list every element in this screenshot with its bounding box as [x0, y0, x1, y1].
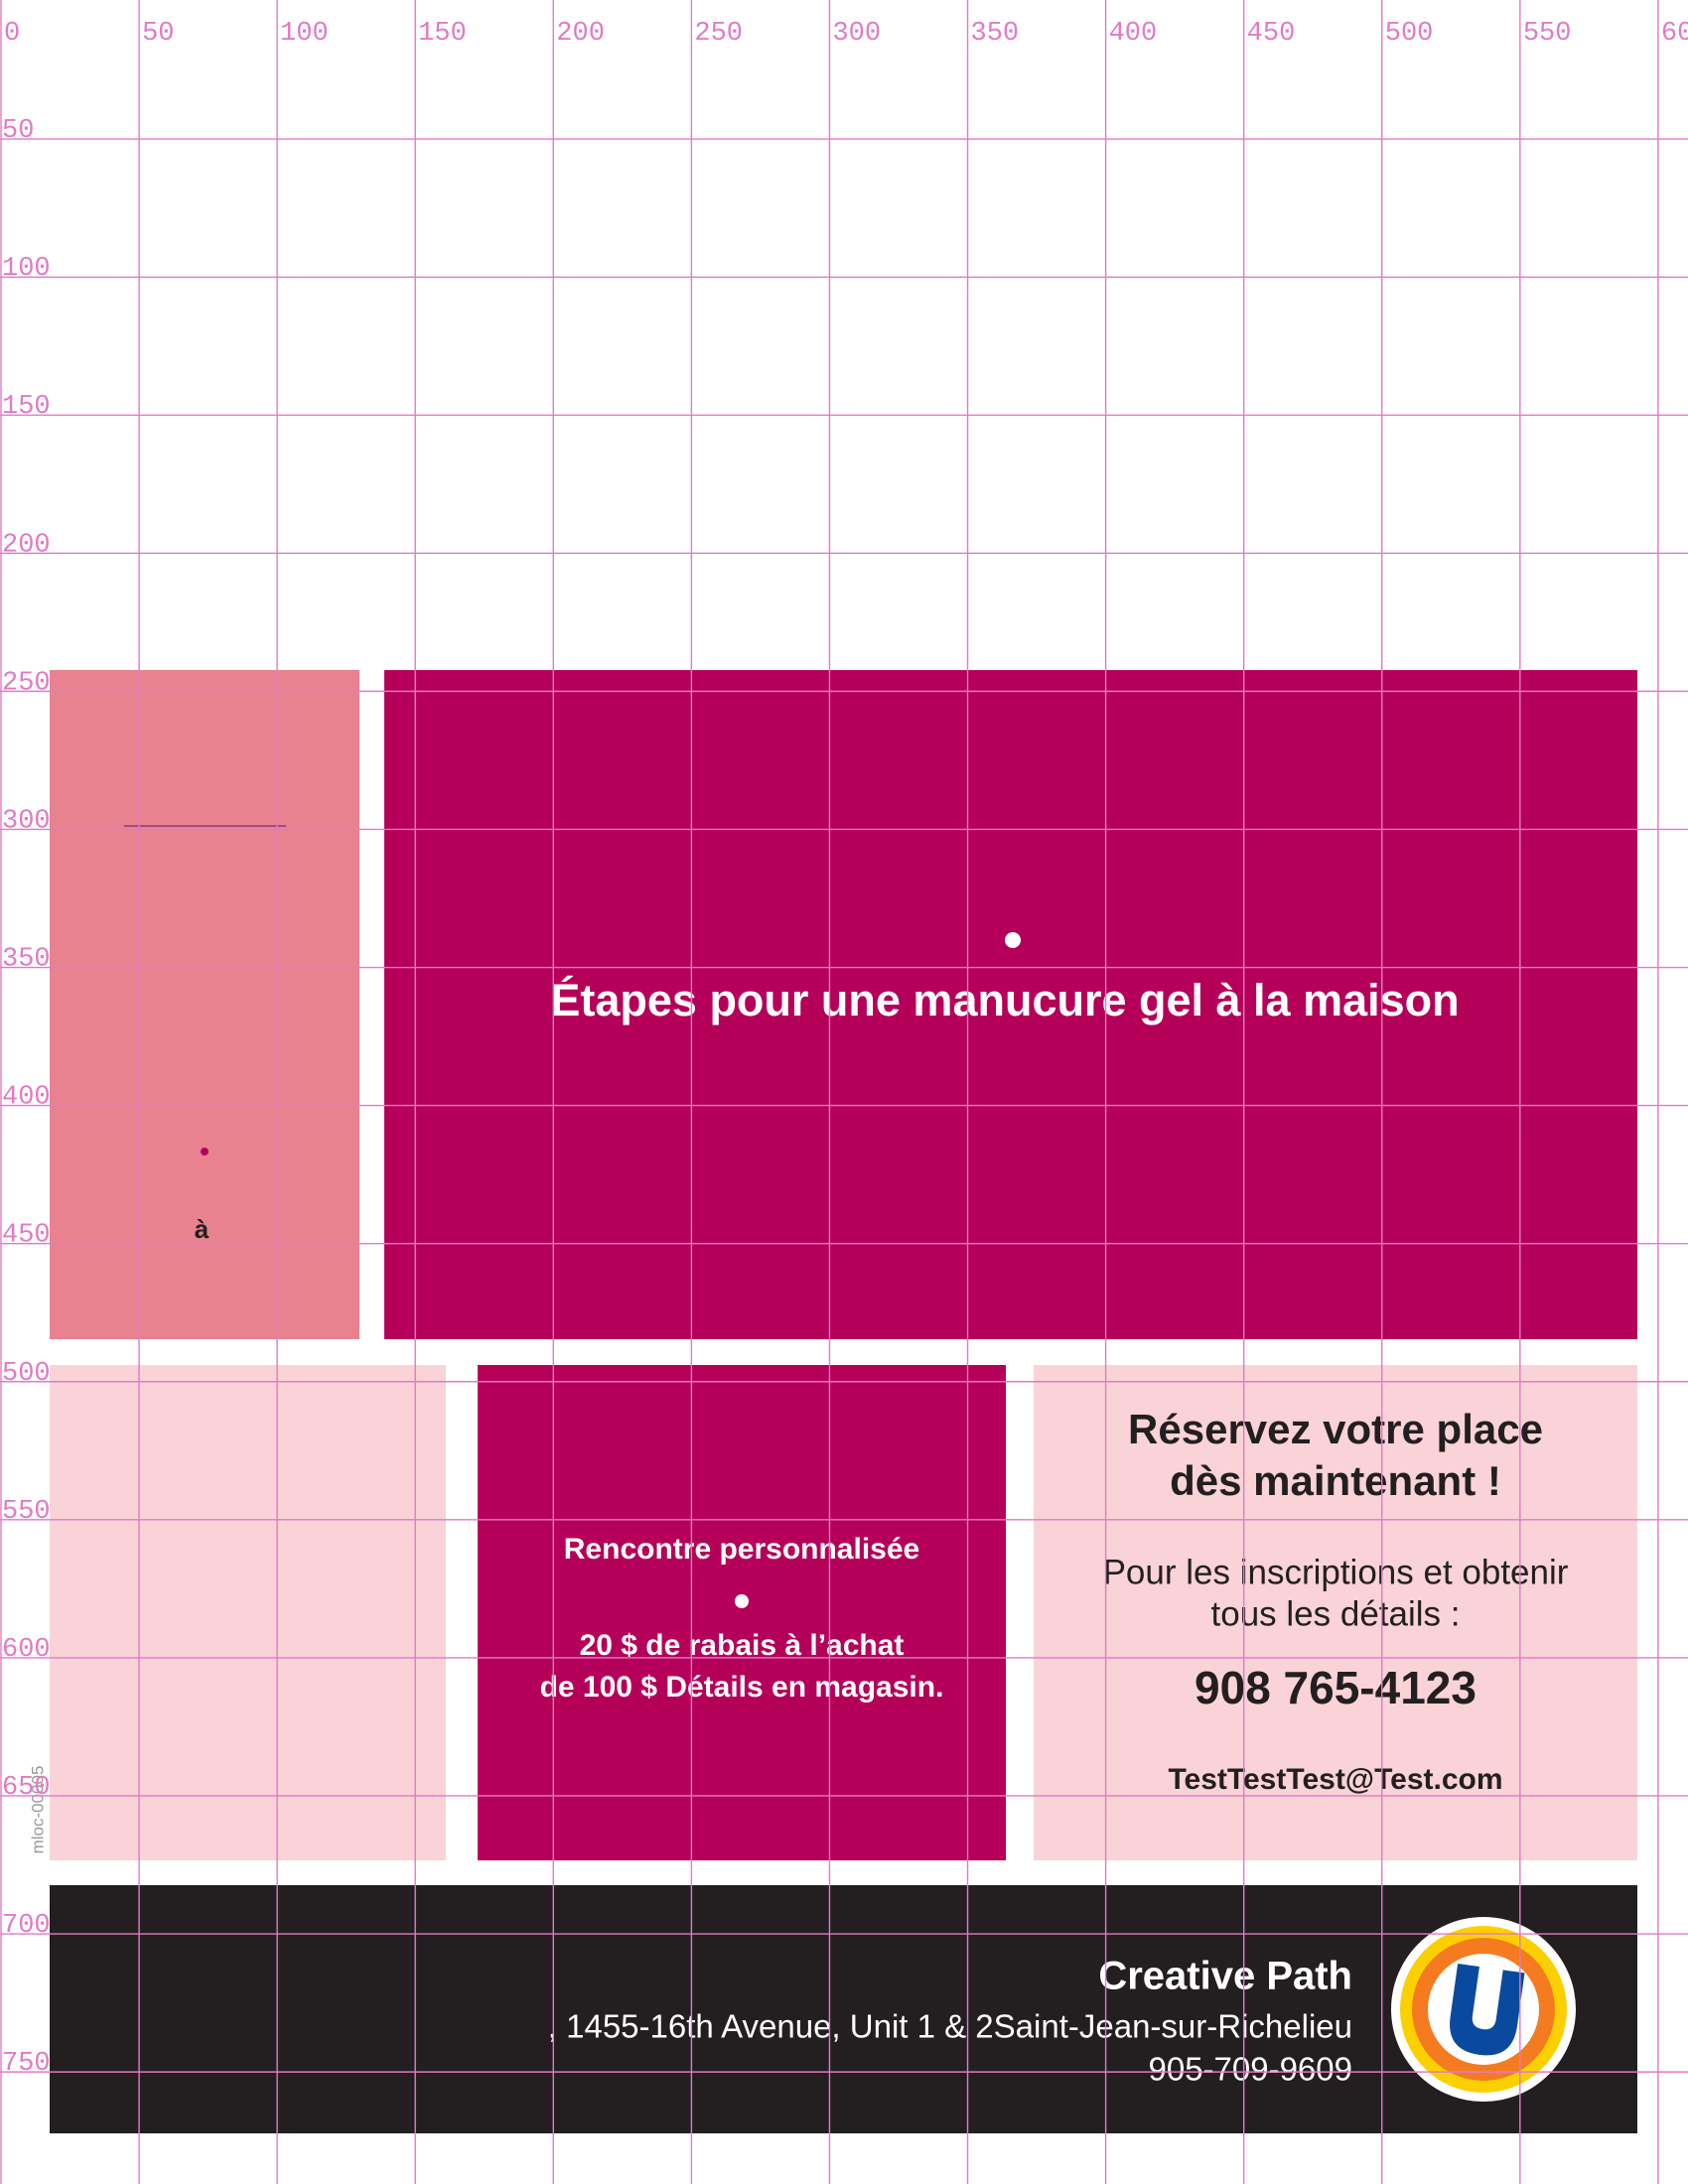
grid-label: 550 — [1523, 19, 1572, 49]
grid-label: 600 — [1661, 19, 1688, 49]
grid-label: 200 — [2, 530, 51, 560]
store-name: Creative Path — [1098, 1955, 1352, 1998]
booking-panel — [1034, 1365, 1637, 1860]
grid-label: 50 — [2, 116, 34, 146]
grid-label: 300 — [2, 806, 51, 836]
document-code: mloc-00005 — [28, 1766, 47, 1854]
booking-phone: 908 765-4123 — [1195, 1662, 1477, 1713]
offer-panel — [478, 1365, 1006, 1860]
store-address: , 1455-16th Avenue, Unit 1 & 2Saint-Jean… — [548, 2008, 1352, 2045]
booking-email: TestTestTest@Test.com — [1168, 1763, 1502, 1796]
grid-label: 400 — [1109, 19, 1158, 49]
footer — [50, 1885, 1637, 2133]
grid-label: 550 — [2, 1497, 51, 1527]
offer-line: 20 $ de rabais à l’achat — [580, 1629, 905, 1662]
grid-label: 250 — [2, 668, 51, 698]
grid-label: 0 — [4, 19, 20, 49]
booking-info: tous les détails : — [1211, 1594, 1461, 1633]
booking-info: Pour les inscriptions et obtenir — [1103, 1553, 1569, 1591]
side-panel — [50, 670, 359, 1339]
grid-label: 450 — [1247, 19, 1296, 49]
grid-label: 150 — [2, 392, 51, 422]
image-placeholder — [50, 1365, 446, 1860]
hero-dot — [1005, 932, 1021, 948]
grid-label: 400 — [2, 1083, 51, 1113]
hero-title: Étapes pour une manucure gel à la maison — [550, 975, 1459, 1025]
grid-label: 300 — [832, 19, 881, 49]
grid-label: 350 — [971, 19, 1020, 49]
booking-heading: Réservez votre place — [1128, 1406, 1543, 1452]
logo — [1391, 1917, 1576, 2102]
grid-label: 100 — [280, 19, 329, 49]
hero-panel — [384, 670, 1637, 1339]
grid-label: 450 — [2, 1221, 51, 1251]
booking-heading: dès maintenant ! — [1170, 1457, 1501, 1504]
offer-dot — [735, 1594, 749, 1608]
side-dot — [201, 1148, 209, 1156]
grid-label: 350 — [2, 945, 51, 975]
grid-label: 700 — [2, 1911, 51, 1941]
offer-line: de 100 $ Détails en magasin. — [540, 1671, 944, 1704]
grid-label: 500 — [1385, 19, 1434, 49]
offer-line: Rencontre personnalisée — [564, 1533, 919, 1566]
side-accent: à — [195, 1214, 210, 1244]
grid-label: 600 — [2, 1635, 51, 1665]
grid-label: 100 — [2, 254, 51, 284]
grid-label: 150 — [418, 19, 467, 49]
grid-label: 500 — [2, 1359, 51, 1389]
grid-label: 650 — [2, 1773, 51, 1803]
grid-label: 50 — [142, 19, 174, 49]
grid-label: 200 — [556, 19, 605, 49]
grid-label: 750 — [2, 2049, 51, 2079]
grid-label: 250 — [694, 19, 743, 49]
store-phone: 905-709-9609 — [1148, 2051, 1352, 2088]
